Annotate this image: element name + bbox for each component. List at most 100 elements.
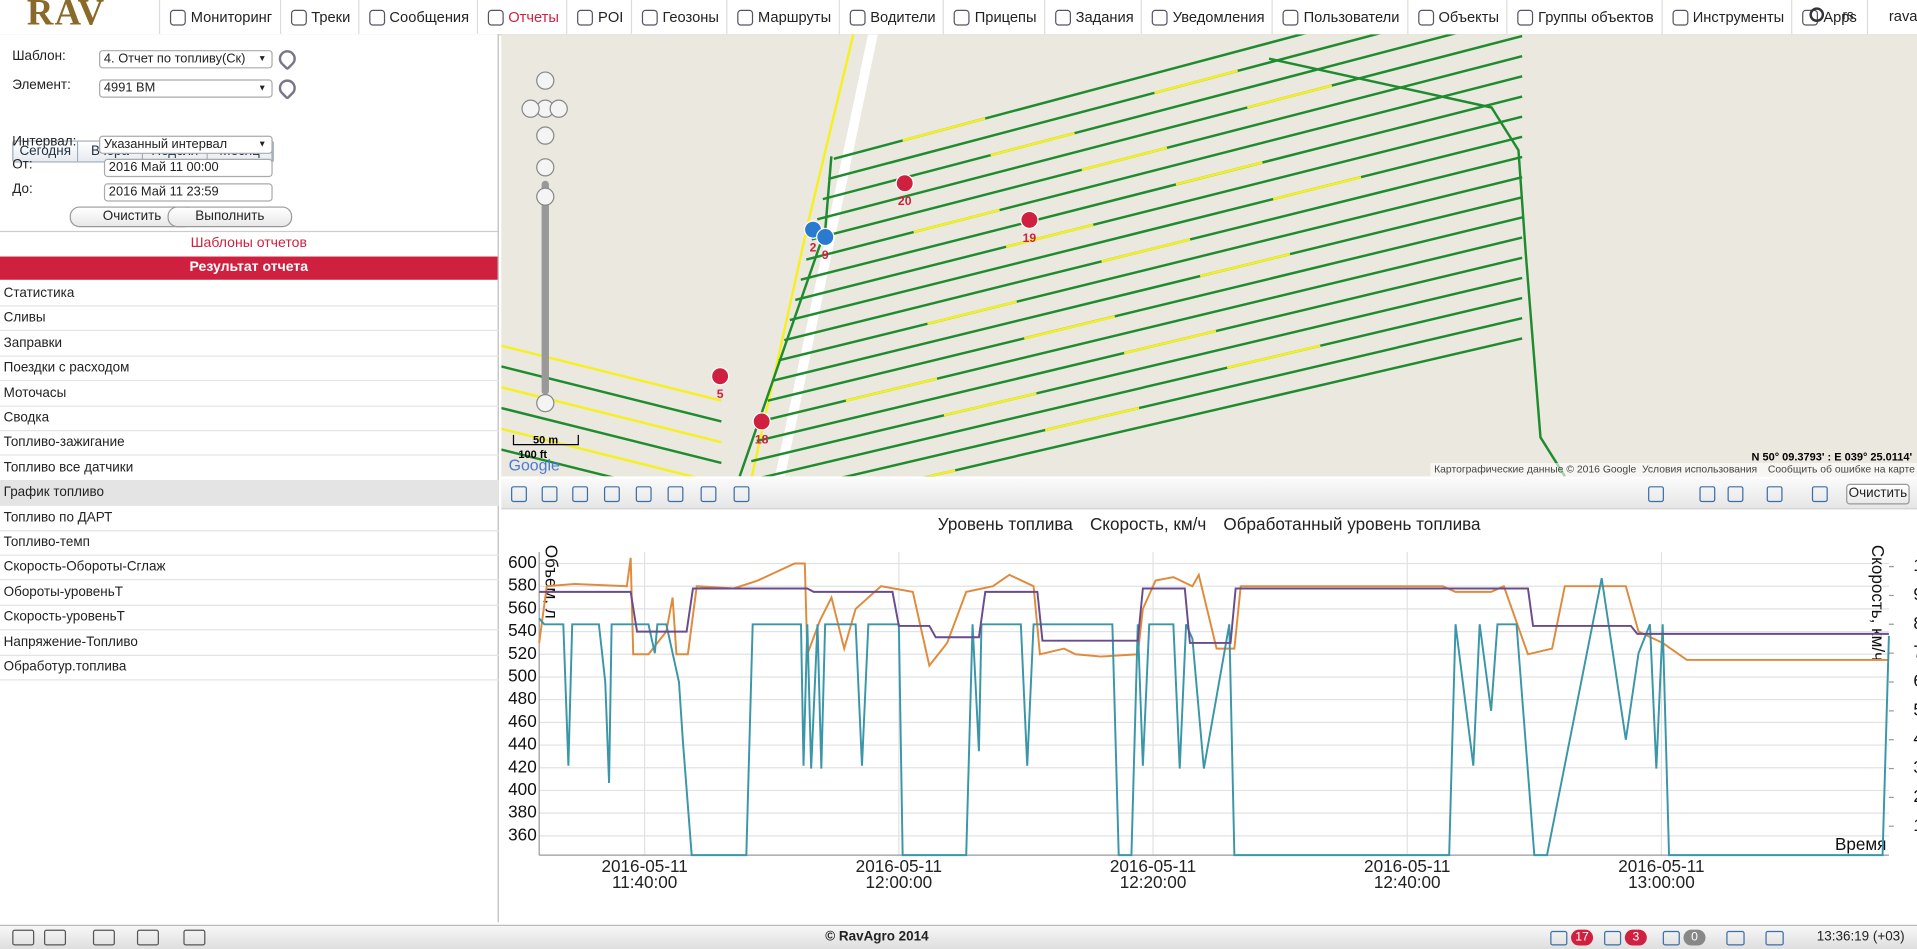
- nav-item[interactable]: Отчеты: [476, 0, 566, 35]
- nav-label[interactable]: Пользователи: [1303, 8, 1400, 26]
- select[interactable]: 4. Отчет по топливу(Ск): [99, 50, 273, 69]
- nav-label[interactable]: Мониторинг: [190, 8, 273, 26]
- lang[interactable]: rs: [1842, 8, 1854, 24]
- tool-icon[interactable]: [603, 486, 620, 503]
- nav-label[interactable]: POI: [598, 8, 624, 26]
- nav-item[interactable]: Маршруты: [726, 0, 838, 35]
- tool-icon[interactable]: [572, 486, 589, 503]
- footer-icon[interactable]: [44, 929, 67, 946]
- templates-header[interactable]: Шаблоны отчетов: [0, 230, 498, 255]
- nav-label[interactable]: Уведомления: [1172, 8, 1265, 26]
- nav-item[interactable]: POI: [566, 0, 630, 35]
- report-item[interactable]: Топливо-зажигание: [0, 430, 499, 457]
- date-input[interactable]: 2016 Май 11 23:59: [103, 183, 273, 202]
- nav-label[interactable]: Треки: [311, 8, 351, 26]
- report-item[interactable]: Моточасы: [0, 381, 499, 407]
- report-item[interactable]: Сводка: [0, 406, 499, 432]
- footer-icon[interactable]: [1726, 930, 1745, 946]
- legend-item[interactable]: Обработанный уровень топлива: [1223, 514, 1480, 534]
- footer-icon[interactable]: [1765, 930, 1784, 946]
- badge[interactable]: 0: [1683, 929, 1706, 946]
- select[interactable]: 4991 ВМ: [99, 79, 273, 98]
- nav-label[interactable]: Задания: [1075, 8, 1134, 26]
- nav-label[interactable]: Водители: [870, 8, 936, 26]
- nav-item[interactable]: Геозоны: [630, 0, 727, 35]
- tool-icon[interactable]: [1699, 486, 1716, 503]
- nav-item[interactable]: Водители: [838, 0, 942, 35]
- report-item[interactable]: Скорость-Обороты-Сглаж: [0, 555, 499, 581]
- report-item[interactable]: Поездки с расходом: [0, 356, 499, 382]
- nav-item[interactable]: Задания: [1043, 0, 1141, 35]
- nav-item[interactable]: Прицепы: [942, 0, 1044, 35]
- y-tick-label: 500: [508, 666, 537, 685]
- period-button[interactable]: Сегодня: [13, 141, 79, 162]
- tool-icon[interactable]: [733, 486, 750, 503]
- search-icon[interactable]: [1809, 7, 1825, 22]
- user[interactable]: ravagro: [1866, 0, 1917, 35]
- badge[interactable]: 17: [1571, 929, 1594, 946]
- nav-item[interactable]: Мониторинг: [158, 0, 280, 35]
- nav-item[interactable]: Группы объектов: [1506, 0, 1661, 35]
- report-item[interactable]: Обороты-уровеньТ: [0, 580, 499, 606]
- badge[interactable]: 3: [1624, 929, 1647, 946]
- nav-item[interactable]: Объекты: [1406, 0, 1507, 35]
- y2-tick-label: 7: [1913, 643, 1917, 662]
- tool-icon[interactable]: [511, 486, 527, 503]
- tool-icon[interactable]: [1727, 486, 1744, 503]
- form-button[interactable]: Очистить: [69, 206, 195, 228]
- footer-icon[interactable]: [183, 929, 206, 946]
- report-item[interactable]: Топливо-темп: [0, 530, 499, 556]
- road-track: [750, 34, 855, 477]
- footer-icon[interactable]: [12, 929, 35, 946]
- report-item[interactable]: Топливо по ДАРТ: [0, 505, 499, 531]
- tool-icon[interactable]: [1648, 486, 1664, 503]
- nav-item[interactable]: Уведомления: [1140, 0, 1272, 35]
- date-input[interactable]: 2016 Май 11 00:00: [103, 158, 273, 178]
- report-item[interactable]: Статистика: [0, 281, 499, 307]
- x-tick-label: 2016-05-11 13:00:00: [1618, 856, 1705, 892]
- tool-icon[interactable]: [700, 486, 717, 503]
- marker-label: 18: [755, 432, 769, 446]
- nav-label[interactable]: Инструменты: [1692, 8, 1785, 26]
- legend-item[interactable]: Уровень топлива: [938, 514, 1073, 534]
- map[interactable]: 2 9 20 19 5 18 50 m 100 ft Google N 50° 09.3793' …: [501, 34, 1917, 477]
- report-item[interactable]: График топливо: [0, 480, 499, 506]
- tool-icon[interactable]: [667, 486, 684, 503]
- tool-icon[interactable]: [541, 486, 558, 503]
- y2-axis-title: Скорость, км/ч: [1868, 545, 1887, 661]
- footer-icon[interactable]: [92, 929, 115, 946]
- track: [767, 216, 1523, 402]
- nav-label[interactable]: Маршруты: [758, 8, 832, 26]
- footer-icon[interactable]: [136, 929, 159, 946]
- report-item[interactable]: Сливы: [0, 306, 499, 332]
- report-item[interactable]: Топливо все датчики: [0, 455, 499, 482]
- nav-item[interactable]: Треки: [279, 0, 357, 35]
- tool-icon[interactable]: [1766, 486, 1783, 503]
- nav-label[interactable]: Прицепы: [974, 8, 1037, 26]
- nav-label[interactable]: Сообщения: [389, 8, 470, 26]
- tool-icon[interactable]: [1811, 486, 1828, 503]
- zoom-out: [536, 393, 555, 413]
- footer-icon[interactable]: [1662, 930, 1680, 946]
- footer-icon[interactable]: [1604, 930, 1622, 946]
- legend-item[interactable]: Скорость, км/ч: [1090, 514, 1206, 534]
- select[interactable]: Указанный интервал: [99, 135, 273, 154]
- nav-item[interactable]: Сообщения: [357, 0, 477, 35]
- form-button[interactable]: Выполнить: [167, 206, 293, 228]
- clear-button[interactable]: Очистить: [1846, 483, 1910, 505]
- footer-icon[interactable]: [1550, 930, 1568, 946]
- report-item[interactable]: Заправки: [0, 331, 499, 357]
- report-item[interactable]: Обработур.топлива: [0, 655, 499, 681]
- tool-icon[interactable]: [635, 486, 652, 503]
- y-tick-label: 560: [508, 598, 537, 617]
- nav-label[interactable]: Объекты: [1438, 8, 1500, 26]
- nav-label[interactable]: Геозоны: [662, 8, 719, 26]
- nav-item[interactable]: Пользователи: [1271, 0, 1407, 35]
- nav-icon: [1151, 9, 1168, 26]
- nav-item[interactable]: Инструменты: [1660, 0, 1792, 35]
- nav-label[interactable]: Группы объектов: [1538, 8, 1654, 26]
- nav-label[interactable]: Apps: [1823, 8, 1857, 26]
- report-item[interactable]: Скорость-уровеньТ: [0, 605, 499, 631]
- report-item[interactable]: Напряжение-Топливо: [0, 630, 499, 656]
- nav-label[interactable]: Отчеты: [508, 8, 559, 26]
